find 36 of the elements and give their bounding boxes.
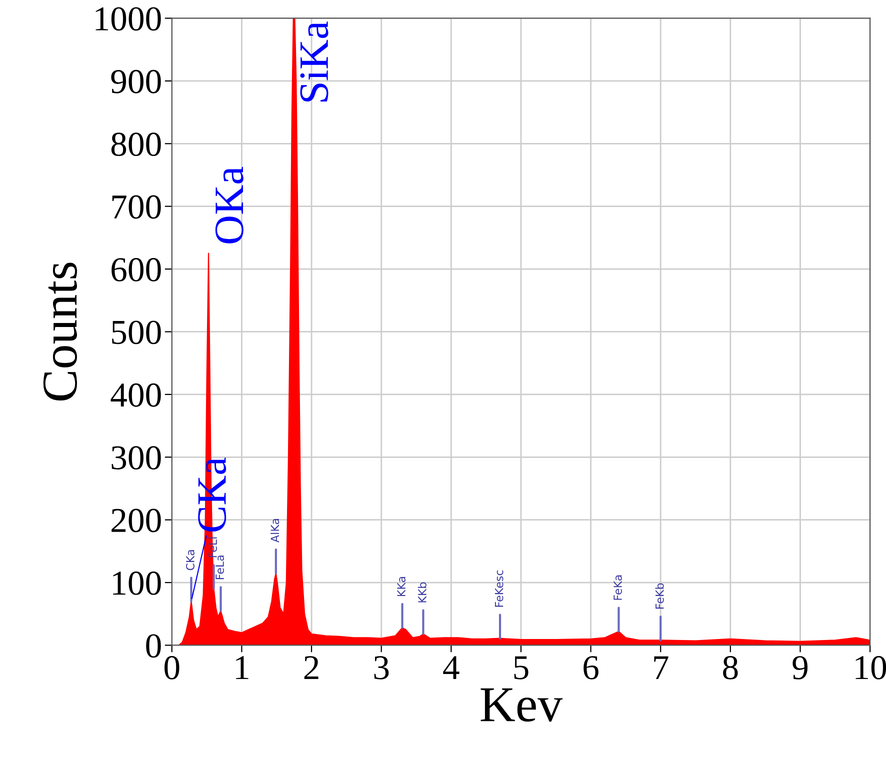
x-tick-label: 10: [856, 656, 886, 680]
annotation: SiKa: [300, 22, 328, 102]
x-tick-label: 9: [792, 656, 808, 680]
annotation: FeKesc: [494, 570, 504, 607]
x-tick-label: 1: [236, 656, 248, 680]
y-tick-label: 400: [110, 383, 161, 407]
y-tick-label: 900: [111, 70, 161, 94]
annotation: KKa: [397, 576, 406, 596]
y-tick-label: 100: [113, 571, 161, 595]
x-tick-label: 2: [304, 656, 318, 680]
y-tick-label: 800: [111, 132, 161, 156]
annotation: FeLa: [216, 556, 224, 580]
annotation: FeLl: [208, 537, 217, 558]
x-tick-label: 3: [374, 656, 389, 680]
annotation: OKa: [215, 166, 244, 244]
x-tick-label: 5: [514, 656, 528, 680]
annotation: AlKa: [270, 519, 280, 542]
annotation: KKb: [418, 582, 426, 602]
annotation: FeKa: [614, 575, 622, 600]
x-tick-label: 6: [584, 656, 598, 680]
y-tick-label: 500: [112, 320, 161, 344]
annotation: FeKb: [655, 583, 664, 609]
y-tick-label: 0: [146, 634, 161, 658]
x-tick-label: 4: [443, 656, 460, 680]
x-tick-label: 0: [164, 656, 180, 680]
annotation: CKa: [186, 550, 194, 570]
annotation: CKa: [198, 457, 226, 532]
y-tick-label: 600: [112, 258, 161, 282]
x-tick-label: 8: [723, 656, 738, 680]
y-tick-label: 300: [112, 446, 161, 470]
x-tick-label: 7: [654, 656, 668, 680]
y-tick-label: 700: [112, 195, 161, 219]
y-axis-title: Counts: [43, 262, 78, 401]
y-tick-label: 200: [112, 508, 161, 532]
y-tick-label: 1000: [96, 7, 161, 31]
x-axis-title: Kev: [480, 688, 563, 722]
